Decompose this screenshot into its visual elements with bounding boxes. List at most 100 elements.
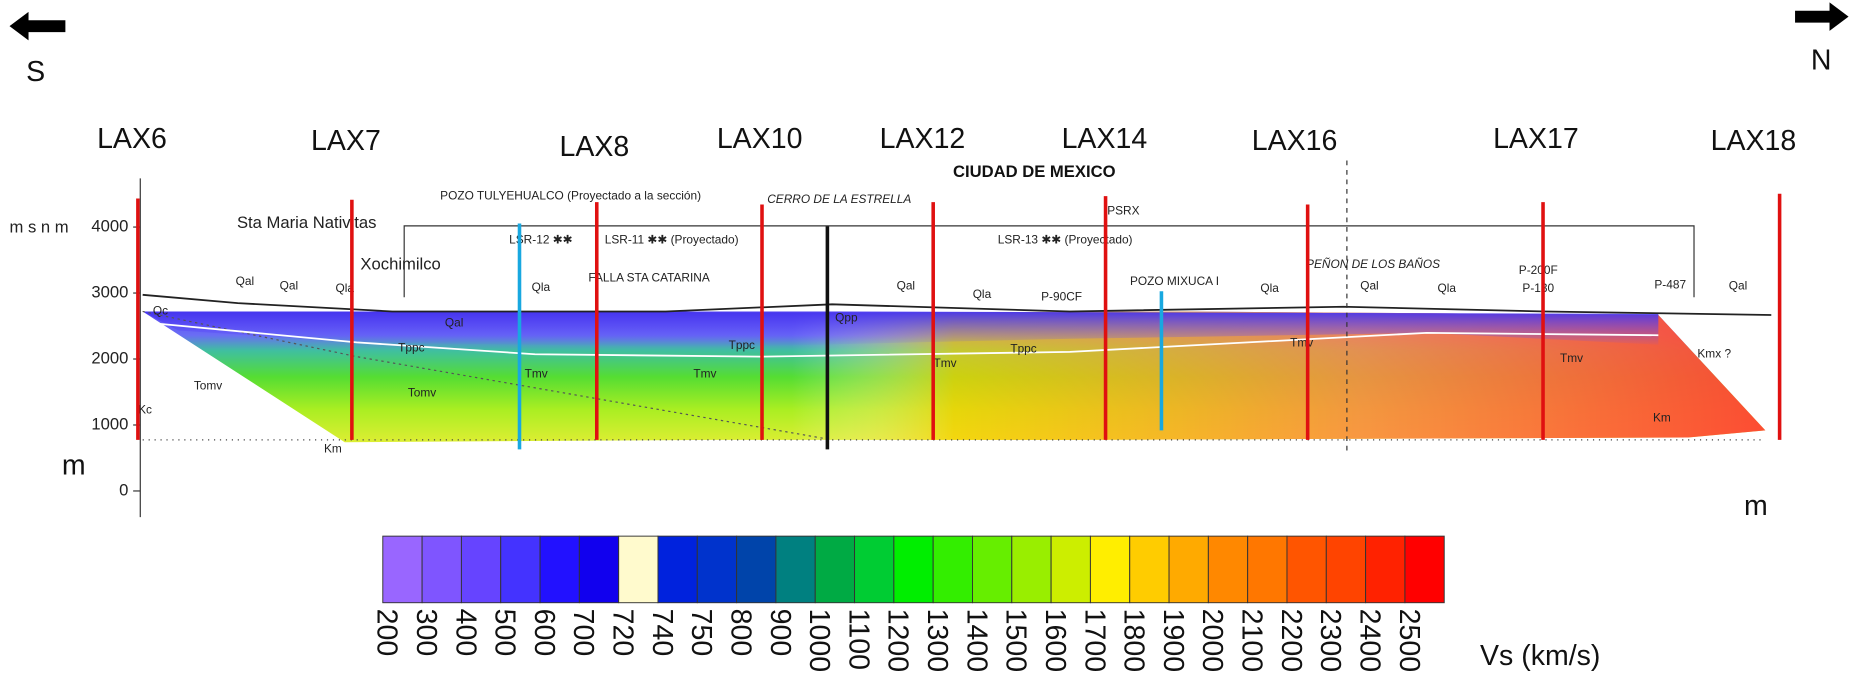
section-label: POZO MIXUCA I [1130,274,1219,288]
y-tick-label: 4000 [91,216,128,235]
legend-swatch [1129,535,1170,604]
station-label: LAX7 [311,125,381,157]
legend-label: 1900 [1157,609,1189,672]
legend-label: 1400 [960,609,992,672]
legend-label: 900 [764,609,796,657]
section-label: P-487 [1654,277,1686,291]
direction-north: N [1811,44,1832,76]
section-label: Tppc [398,340,424,354]
section-edge [142,310,833,441]
arrow-north [1795,2,1849,31]
station-label: LAX14 [1062,123,1148,155]
legend-swatch [1404,535,1445,604]
legend-label: 2500 [1393,609,1425,672]
legend-label: 800 [724,609,756,657]
scaled-layer: S N 4000 3000 2000 1000 0 m s n m m m POZO T… [9,2,1849,672]
section-label: Xochimilco [360,254,440,273]
section-label: Qal [236,274,254,288]
legend-label: 700 [567,609,599,657]
section-label: Qal [445,315,463,329]
legend-swatch [736,535,777,604]
section-label: Kmx ? [1697,346,1731,360]
section-label: Tomv [408,386,436,400]
station-label: LAX18 [1711,125,1797,157]
legend-swatch [1011,535,1052,604]
section-label: PEÑON DE LOS BAÑOS [1306,257,1440,271]
section-label: Qla [973,287,992,301]
legend-swatch [854,535,895,604]
section-label: Tmv [525,367,548,381]
legend-swatch [814,535,856,604]
y-tick-label: 0 [119,480,128,499]
section-label: Tmv [1290,336,1313,350]
legend-swatch [972,535,1013,604]
legend-label: 2000 [1196,609,1228,672]
direction-south: S [26,56,45,88]
legend-label: 1600 [1039,609,1071,672]
section-label: Qal [1360,279,1378,293]
legend-swatch [1365,535,1406,604]
legend-label: 750 [685,609,717,657]
bracket-line [403,225,1695,298]
legend-swatch [657,535,698,604]
legend-label: 1700 [1078,609,1110,672]
distance-unit: m [1744,490,1768,522]
legend-label: 1300 [921,609,953,672]
legend-swatch [775,535,816,604]
section-label: Qla [1260,281,1279,295]
station-label: LAX17 [1493,123,1579,155]
section-label: PSRX [1107,204,1139,218]
section-label: Qal [897,279,915,293]
legend-swatch [893,535,934,604]
legend-swatch [696,535,738,604]
legend-label: 1200 [882,609,914,672]
y-tick-label: 1000 [91,414,128,433]
legend-title: Vs (km/s) [1480,640,1600,672]
y-tick-label: 3000 [91,282,128,301]
legend-label: 1100 [842,609,874,670]
legend-label: 500 [489,609,521,657]
legend-swatch [1168,535,1209,604]
section-label: LSR-11 ✱✱ (Proyectado) [605,232,739,246]
legend-swatch [1286,535,1327,604]
legend-label: 1500 [1000,609,1032,672]
legend-label: 200 [371,609,403,657]
y-tick-label: 2000 [91,348,128,367]
legend-label: 720 [607,609,639,657]
section-label: Qla [336,281,355,295]
axis-unit: m [62,450,86,482]
legend-label: 2300 [1314,609,1346,672]
station-label: LAX16 [1252,125,1338,157]
section-label: POZO TULYEHUALCO (Proyectado a la secció… [440,188,701,202]
section-label: Qla [532,280,551,294]
section-label: CERRO DE LA ESTRELLA [767,192,911,206]
section-label: CIUDAD DE MEXICO [953,162,1116,181]
section-label: FALLA STA CATARINA [588,270,710,284]
legend-swatch [460,535,502,604]
section-label: Kc [138,402,152,416]
station-label: LAX8 [560,131,630,163]
legend: 200 300 400 500 600 700 720 740 750 800 900 1000 110… [371,535,1445,672]
section-label: Qal [1729,279,1747,293]
section-label: Tmv [934,356,957,370]
section-label: Tmv [693,367,716,381]
legend-label: 1000 [803,609,835,672]
legend-label: 400 [449,609,481,657]
section-label: Qal [280,279,298,293]
legend-label: 2400 [1353,609,1385,672]
section-label: Km [1653,411,1671,425]
section-labels: POZO TULYEHUALCO (Proyectado a la secció… [138,162,1747,456]
legend-label: 300 [410,609,442,657]
legend-swatch [1247,535,1288,604]
legend-label: 740 [646,609,678,657]
legend-swatch [421,535,462,604]
section-label: Tppc [729,338,755,352]
elevation-axis: 4000 3000 2000 1000 0 [91,216,141,499]
stations: LAX6 LAX7 LAX8 LAX10 LAX12 LAX14 LAX16 LAX17 LAX… [97,123,1796,450]
arrow-south [9,11,66,41]
legend-swatch [1089,535,1131,604]
section-label: Qc [153,304,168,318]
section-label: Km [324,441,342,455]
legend-swatch [539,535,580,604]
